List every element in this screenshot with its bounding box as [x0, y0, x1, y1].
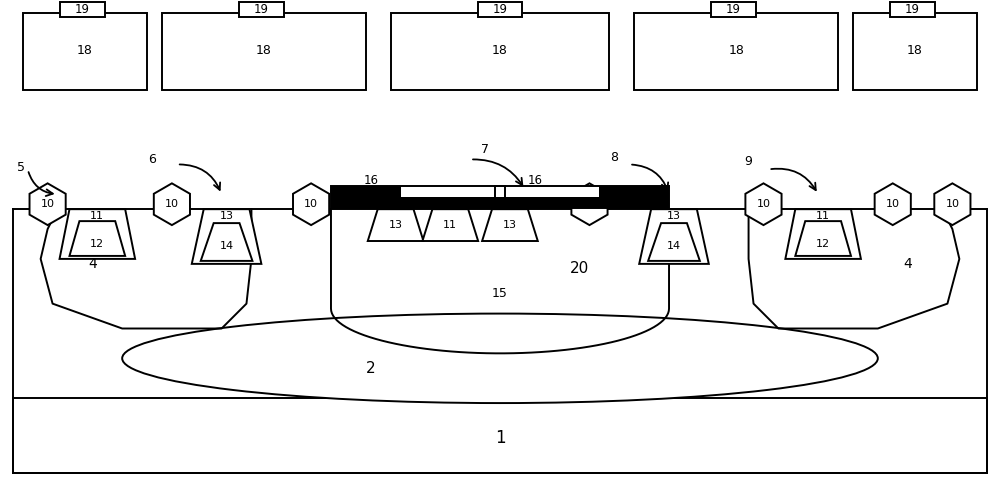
- Text: 13: 13: [503, 220, 517, 230]
- Polygon shape: [201, 223, 252, 261]
- Polygon shape: [795, 221, 851, 256]
- Text: 18: 18: [256, 44, 272, 57]
- Text: 11: 11: [90, 211, 104, 221]
- Polygon shape: [293, 183, 329, 225]
- FancyArrowPatch shape: [180, 165, 220, 190]
- Text: 6: 6: [148, 153, 156, 166]
- Bar: [391, 14, 609, 90]
- Polygon shape: [934, 183, 970, 225]
- Text: 13: 13: [667, 211, 681, 221]
- Bar: [495, 186, 669, 208]
- Text: 10: 10: [756, 199, 770, 209]
- Text: 18: 18: [907, 44, 923, 57]
- Polygon shape: [60, 209, 135, 259]
- Text: 19: 19: [75, 3, 90, 16]
- Polygon shape: [482, 209, 538, 241]
- Polygon shape: [875, 183, 911, 225]
- Bar: [495, 186, 599, 197]
- Polygon shape: [571, 183, 608, 225]
- Bar: [162, 14, 366, 90]
- Polygon shape: [648, 223, 700, 261]
- Text: 8: 8: [610, 151, 618, 164]
- Text: 11: 11: [816, 211, 830, 221]
- Text: 2: 2: [366, 361, 376, 376]
- Bar: [634, 14, 838, 90]
- Text: 19: 19: [905, 3, 920, 16]
- Bar: [853, 14, 977, 90]
- FancyArrowPatch shape: [29, 172, 53, 196]
- Text: 10: 10: [945, 199, 959, 209]
- Polygon shape: [639, 209, 709, 264]
- FancyArrowPatch shape: [632, 165, 668, 190]
- Polygon shape: [30, 183, 66, 225]
- Text: 18: 18: [492, 44, 508, 57]
- Polygon shape: [745, 183, 782, 225]
- Text: 19: 19: [493, 3, 508, 16]
- Text: 19: 19: [254, 3, 269, 16]
- Text: 7: 7: [481, 143, 489, 156]
- Text: 10: 10: [41, 199, 55, 209]
- Bar: [331, 186, 505, 208]
- Text: 10: 10: [582, 199, 596, 209]
- Text: 20: 20: [570, 261, 589, 276]
- Text: 19: 19: [726, 3, 741, 16]
- Text: 4: 4: [88, 257, 97, 271]
- Text: 12: 12: [816, 239, 830, 249]
- Text: 11: 11: [443, 220, 457, 230]
- Text: 13: 13: [220, 211, 234, 221]
- Bar: [60, 2, 105, 17]
- FancyArrowPatch shape: [771, 169, 816, 190]
- Text: 13: 13: [389, 220, 403, 230]
- Bar: [478, 2, 522, 17]
- Bar: [239, 2, 284, 17]
- Text: 10: 10: [886, 199, 900, 209]
- Polygon shape: [422, 209, 478, 241]
- Text: 4: 4: [903, 257, 912, 271]
- Polygon shape: [69, 221, 125, 256]
- Text: 18: 18: [728, 44, 744, 57]
- Text: 14: 14: [667, 241, 681, 251]
- Bar: [401, 186, 505, 197]
- Polygon shape: [368, 209, 423, 241]
- Polygon shape: [192, 209, 261, 264]
- Ellipse shape: [122, 314, 878, 403]
- Text: 9: 9: [745, 155, 753, 168]
- Text: 5: 5: [17, 161, 25, 174]
- Text: 10: 10: [165, 199, 179, 209]
- Text: 10: 10: [304, 199, 318, 209]
- Polygon shape: [785, 209, 861, 259]
- FancyArrowPatch shape: [473, 159, 522, 185]
- Text: 16: 16: [363, 174, 378, 187]
- Bar: [13, 398, 987, 473]
- Text: 1: 1: [495, 429, 505, 447]
- Text: 18: 18: [77, 44, 93, 57]
- Text: 14: 14: [220, 241, 234, 251]
- Polygon shape: [154, 183, 190, 225]
- Bar: [23, 14, 147, 90]
- Text: 12: 12: [90, 239, 104, 249]
- Bar: [331, 186, 505, 208]
- Bar: [711, 2, 756, 17]
- Text: 16: 16: [527, 174, 542, 187]
- Bar: [890, 2, 935, 17]
- Text: 15: 15: [492, 287, 508, 300]
- Bar: [495, 186, 669, 208]
